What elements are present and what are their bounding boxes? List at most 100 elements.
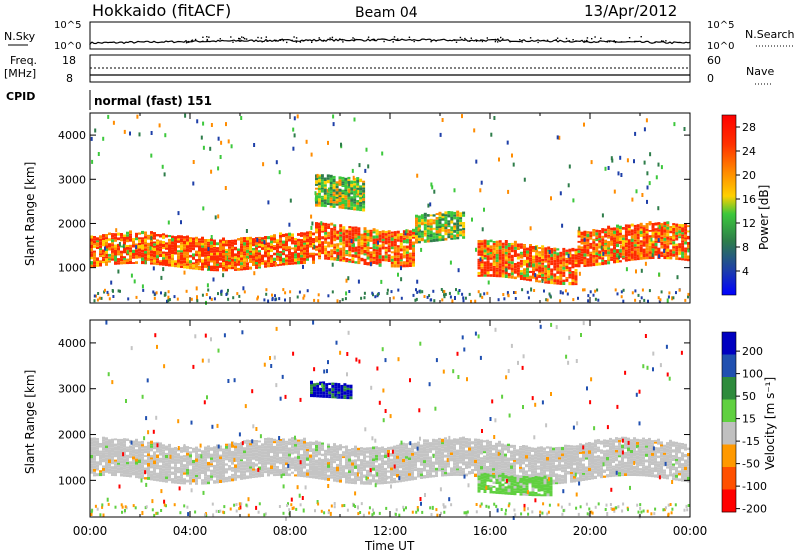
echo-cell (474, 463, 477, 467)
echo-cell (167, 295, 170, 300)
echo-cell (415, 214, 418, 218)
echo-cell (595, 259, 599, 263)
echo-cell (480, 443, 483, 448)
echo-cell (390, 461, 393, 465)
echo-cell (213, 250, 216, 253)
echo-cell (423, 463, 426, 467)
echo-cell (429, 456, 432, 460)
echo-cell (192, 469, 195, 472)
echo-cell (489, 470, 492, 473)
echo-cell (339, 258, 343, 262)
echo-cell (687, 225, 690, 228)
echo-cell (621, 227, 625, 230)
echo-cell (672, 225, 676, 228)
echo-cell (359, 185, 363, 188)
echo-cell (327, 253, 331, 257)
echo-cell (186, 460, 189, 463)
echo-cell (687, 244, 690, 248)
nsearch-point (206, 40, 208, 42)
echo-cell (390, 464, 393, 468)
echo-cell (486, 269, 490, 272)
echo-cell (324, 257, 328, 260)
echo-cell (294, 238, 297, 241)
echo-cell (138, 466, 141, 470)
echo-cell (604, 262, 608, 265)
echo-cell (471, 471, 474, 474)
echo-cell (249, 236, 252, 240)
echo-cell (645, 118, 648, 123)
echo-cell (601, 238, 605, 242)
echo-cell (541, 250, 545, 254)
echo-cell (415, 297, 418, 301)
echo-cell (627, 259, 631, 262)
echo-cell (444, 460, 447, 463)
echo-cell (412, 236, 415, 239)
echo-cell (618, 249, 622, 253)
echo-cell (249, 453, 252, 457)
echo-cell (336, 299, 339, 304)
echo-cell (279, 456, 282, 460)
echo-cell (156, 472, 159, 475)
echo-cell (639, 222, 643, 227)
echo-cell (505, 267, 508, 272)
echo-cell (618, 260, 622, 263)
echo-cell (213, 469, 216, 474)
echo-cell (645, 241, 649, 244)
echo-cell (471, 463, 474, 467)
echo-cell (384, 460, 387, 463)
echo-cell (313, 244, 316, 249)
echo-cell (198, 251, 201, 254)
echo-cell (639, 228, 643, 231)
echo-cell (687, 292, 690, 296)
echo-cell (432, 235, 436, 239)
echo-cell (227, 139, 230, 144)
echo-cell (111, 289, 114, 292)
echo-cell (147, 257, 150, 261)
echo-cell (345, 474, 348, 477)
echo-cell (544, 258, 548, 261)
echo-cell (138, 251, 141, 254)
echo-cell (486, 447, 489, 452)
echo-cell (189, 254, 192, 258)
echo-cell (219, 244, 222, 248)
echo-cell (167, 290, 170, 294)
echo-cell (162, 465, 165, 469)
echo-cell (357, 256, 361, 259)
echo-cell (96, 447, 99, 450)
echo-cell (105, 258, 108, 262)
echo-cell (684, 223, 688, 226)
echo-cell (568, 271, 572, 274)
echo-cell (447, 452, 450, 455)
echo-cell (312, 241, 315, 243)
echo-cell (90, 257, 93, 260)
echo-cell (645, 233, 649, 236)
echo-cell (360, 466, 363, 470)
echo-cell (633, 224, 637, 228)
echo-cell (648, 230, 652, 232)
echo-cell (441, 458, 444, 462)
echo-cell (529, 278, 532, 282)
echo-cell (104, 246, 106, 251)
echo-cell (108, 247, 111, 251)
colorbar-tick-label: 28 (742, 121, 756, 134)
echo-cell (516, 272, 520, 276)
echo-cell (577, 262, 581, 265)
echo-cell (252, 248, 255, 251)
echo-cell (150, 445, 153, 448)
echo-cell (480, 250, 484, 254)
echo-cell (474, 448, 477, 451)
echo-cell (156, 263, 159, 266)
echo-cell (553, 251, 557, 254)
echo-cell (492, 456, 495, 460)
echo-cell (270, 465, 273, 469)
echo-cell (501, 269, 505, 273)
echo-cell (294, 258, 297, 262)
echo-cell (642, 236, 646, 239)
echo-cell (201, 236, 204, 241)
echo-cell (483, 257, 487, 260)
echo-cell (291, 233, 294, 237)
echo-cell (553, 282, 557, 285)
echo-cell (123, 250, 126, 254)
echo-cell (342, 456, 345, 459)
echo-cell (357, 254, 361, 257)
